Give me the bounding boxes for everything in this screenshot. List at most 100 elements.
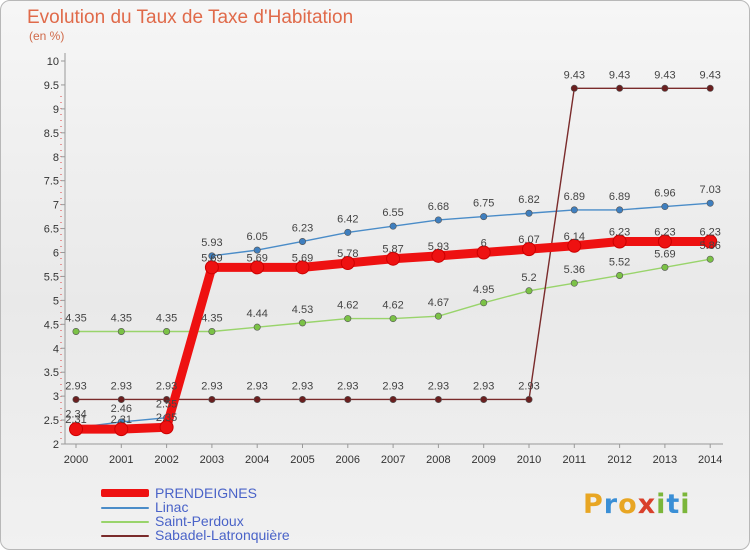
data-label-sabadel-latronquiere: 9.43	[564, 69, 585, 81]
logo-letter: o	[618, 489, 638, 520]
data-label-linac: 5.93	[201, 237, 222, 249]
x-tick-label: 2008	[426, 454, 450, 466]
data-label-linac: 2.46	[111, 403, 132, 415]
x-tick-label: 2006	[336, 454, 360, 466]
data-label-saint-perdoux: 5.86	[699, 240, 720, 252]
data-label-saint-perdoux: 4.95	[473, 284, 494, 296]
x-tick-label: 2014	[698, 454, 722, 466]
data-label-saint-perdoux: 5.36	[564, 264, 585, 276]
data-label-prendeignes: 5.69	[201, 252, 222, 264]
legend-label: Saint-Perdoux	[155, 513, 244, 529]
data-label-saint-perdoux: 4.62	[337, 300, 358, 312]
data-label-linac: 6.42	[337, 213, 358, 225]
point-linac	[344, 228, 352, 236]
point-saint-perdoux	[208, 327, 216, 335]
point-sabadel-latronquiere	[434, 395, 442, 403]
data-label-saint-perdoux: 4.44	[246, 308, 267, 320]
y-tick-label: 7	[53, 200, 59, 212]
data-label-saint-perdoux: 4.53	[292, 304, 313, 316]
data-label-sabadel-latronquiere: 2.93	[292, 380, 313, 392]
point-prendeignes	[114, 422, 129, 437]
data-label-prendeignes: 2.31	[65, 414, 86, 426]
y-tick-label: 5.5	[44, 271, 59, 283]
point-saint-perdoux	[616, 271, 624, 279]
point-linac	[208, 252, 216, 260]
point-linac	[480, 213, 488, 221]
data-label-sabadel-latronquiere: 2.93	[111, 380, 132, 392]
data-label-linac: 6.68	[428, 201, 449, 213]
point-prendeignes	[340, 256, 355, 271]
data-label-prendeignes: 6.23	[609, 226, 630, 238]
data-label-saint-perdoux: 4.35	[111, 312, 132, 324]
point-saint-perdoux	[253, 323, 261, 331]
point-prendeignes	[386, 251, 401, 266]
data-label-prendeignes: 5.87	[382, 244, 403, 256]
point-prendeignes	[476, 245, 491, 260]
data-label-prendeignes: 5.69	[292, 252, 313, 264]
point-sabadel-latronquiere	[525, 395, 533, 403]
y-tick-label: 2.5	[44, 415, 59, 427]
data-label-prendeignes: 6	[481, 238, 487, 250]
legend-label: PRENDEIGNES	[155, 485, 257, 501]
data-label-linac: 7.03	[699, 184, 720, 196]
data-label-linac: 6.23	[292, 222, 313, 234]
chart-title: Evolution du Taux de Taxe d'Habitation	[27, 7, 354, 28]
x-tick-label: 2010	[517, 454, 541, 466]
data-label-sabadel-latronquiere: 2.93	[428, 380, 449, 392]
data-label-sabadel-latronquiere: 2.93	[473, 380, 494, 392]
point-sabadel-latronquiere	[389, 395, 397, 403]
logo-letter: P	[583, 489, 604, 520]
point-saint-perdoux	[389, 315, 397, 323]
point-saint-perdoux	[525, 287, 533, 295]
y-tick-label: 5	[53, 295, 59, 307]
data-label-prendeignes: 5.93	[428, 241, 449, 253]
data-label-prendeignes: 2.31	[111, 414, 132, 426]
point-saint-perdoux	[661, 263, 669, 271]
data-label-saint-perdoux: 4.62	[382, 300, 403, 312]
data-label-sabadel-latronquiere: 2.93	[382, 380, 403, 392]
point-sabadel-latronquiere	[253, 395, 261, 403]
x-tick-label: 2007	[381, 454, 405, 466]
point-prendeignes	[159, 420, 174, 435]
point-sabadel-latronquiere	[298, 395, 306, 403]
point-prendeignes	[657, 234, 672, 249]
data-label-prendeignes: 6.07	[518, 234, 539, 246]
data-label-saint-perdoux: 4.35	[156, 312, 177, 324]
data-label-saint-perdoux: 4.67	[428, 297, 449, 309]
data-label-linac: 6.96	[654, 188, 675, 200]
x-tick-label: 2002	[154, 454, 178, 466]
data-label-sabadel-latronquiere: 9.43	[654, 69, 675, 81]
y-tick-label: 6	[53, 248, 59, 260]
x-tick-label: 2004	[245, 454, 269, 466]
point-linac	[661, 203, 669, 211]
point-sabadel-latronquiere	[480, 395, 488, 403]
logo-letter: t	[666, 489, 681, 520]
point-sabadel-latronquiere	[661, 84, 669, 92]
y-tick-label: 9	[53, 104, 59, 116]
point-saint-perdoux	[480, 299, 488, 307]
y-tick-label: 6.5	[44, 224, 59, 236]
y-tick-label: 9.5	[44, 80, 59, 92]
point-prendeignes	[522, 242, 536, 257]
data-label-sabadel-latronquiere: 9.43	[609, 69, 630, 81]
legend-swatch	[101, 535, 149, 537]
point-prendeignes	[69, 422, 83, 437]
data-label-prendeignes: 5.78	[337, 248, 358, 260]
data-label-saint-perdoux: 4.35	[201, 312, 222, 324]
y-tick-label: 2	[53, 439, 59, 451]
x-tick-label: 2013	[653, 454, 677, 466]
data-label-saint-perdoux: 4.35	[65, 312, 86, 324]
y-tick-label: 4	[53, 343, 59, 355]
point-sabadel-latronquiere	[208, 395, 216, 403]
point-linac	[298, 237, 306, 245]
point-saint-perdoux	[570, 279, 578, 287]
data-label-sabadel-latronquiere: 2.93	[246, 380, 267, 392]
chart-subtitle: (en %)	[29, 29, 65, 43]
x-tick-label: 2011	[562, 454, 586, 466]
data-label-sabadel-latronquiere: 2.93	[156, 380, 177, 392]
proxiti-logo: Proxiti	[583, 489, 691, 520]
data-label-prendeignes: 5.69	[246, 252, 267, 264]
legend-swatch	[101, 507, 149, 509]
data-label-linac: 6.89	[564, 191, 585, 203]
legend-swatch	[101, 521, 149, 523]
